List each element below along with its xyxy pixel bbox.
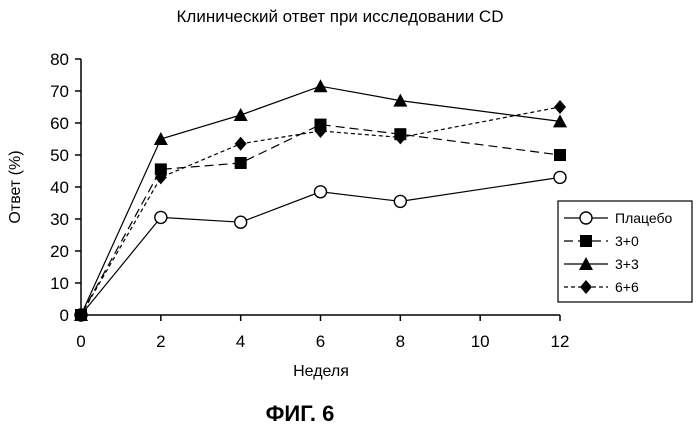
legend-marker [580, 235, 592, 247]
x-tick-label: 12 [551, 332, 570, 351]
series-6-6 [75, 100, 566, 322]
axes: 0 10 20 30 40 50 60 70 80 0 2 4 6 8 10 12 [50, 50, 569, 351]
data-point [155, 211, 167, 223]
data-point [315, 186, 327, 198]
series-line [81, 125, 560, 315]
y-axis-label: Ответ (%) [7, 150, 24, 223]
legend-label: 3+0 [615, 233, 639, 249]
legend-label: 6+6 [615, 279, 639, 295]
x-tick-label: 0 [76, 332, 85, 351]
legend-label: 3+3 [615, 256, 639, 272]
data-point [234, 108, 248, 121]
data-point [394, 195, 406, 207]
x-tick-label: 8 [396, 332, 405, 351]
data-point [235, 216, 247, 228]
x-tick-label: 6 [316, 332, 325, 351]
x-tick-label: 4 [236, 332, 245, 351]
series-line [81, 107, 560, 315]
y-tick-label: 20 [50, 242, 69, 261]
y-tick-label: 50 [50, 146, 69, 165]
y-tick-label: 10 [50, 274, 69, 293]
series-3-3 [74, 79, 567, 321]
legend: Плацебо 3+0 3+3 6+6 [558, 201, 692, 302]
y-tick-label: 30 [50, 210, 69, 229]
y-tick-label: 40 [50, 178, 69, 197]
y-tick-label: 60 [50, 114, 69, 133]
data-point [235, 137, 247, 151]
series-плацебо [75, 171, 566, 321]
legend-label: Плацебо [615, 210, 673, 226]
chart-title: Клинический ответ при исследовании CD [177, 7, 504, 26]
x-tick-label: 2 [156, 332, 165, 351]
series-3-0 [75, 119, 566, 321]
y-tick-label: 0 [60, 306, 69, 325]
x-tick-label: 10 [471, 332, 490, 351]
data-point [314, 79, 328, 92]
x-axis-label: Неделя [293, 363, 349, 380]
y-tick-label: 80 [50, 50, 69, 69]
data-point [554, 100, 566, 114]
figure-caption: ФИГ. 6 [266, 401, 335, 426]
series-layer [74, 79, 567, 322]
data-point [554, 149, 566, 161]
legend-marker [580, 212, 592, 224]
data-point [554, 171, 566, 183]
data-point [154, 132, 168, 145]
y-tick-label: 70 [50, 82, 69, 101]
data-point [235, 157, 247, 169]
